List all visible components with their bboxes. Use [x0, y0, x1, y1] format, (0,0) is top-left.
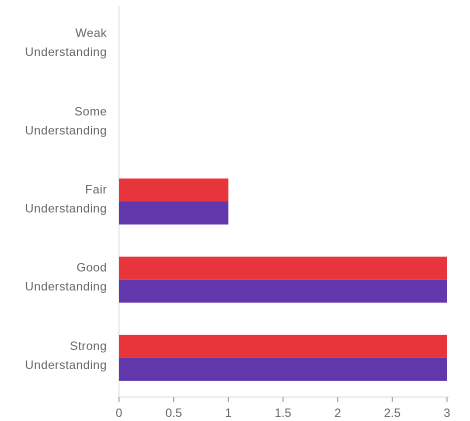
category-label-0: Weak Understanding	[25, 26, 108, 59]
bar-series0-cat4	[119, 334, 447, 358]
x-tick-label: 2	[334, 406, 341, 420]
category-label-line: Understanding	[25, 202, 107, 216]
bar-series1-cat4	[119, 357, 447, 381]
x-tick-label: 2.5	[384, 406, 401, 420]
x-tick-label: 3	[444, 406, 451, 420]
category-label-1: Some Understanding	[25, 104, 107, 137]
bar-series1-cat3	[119, 279, 447, 303]
category-label-line: Fair	[85, 183, 107, 197]
category-label-line: Understanding	[25, 123, 107, 137]
bar-series1-cat2	[119, 201, 229, 225]
category-label-line: Understanding	[25, 358, 107, 372]
category-label-3: Good Understanding	[25, 261, 107, 294]
category-label-line: Strong	[70, 339, 107, 353]
x-tick-label: 0	[116, 406, 123, 420]
x-tick-label: 1	[225, 406, 232, 420]
category-label-line: Weak	[75, 26, 107, 40]
bar-series0-cat3	[119, 256, 447, 280]
category-label-line: Good	[76, 261, 107, 275]
category-label-2: Fair Understanding	[25, 183, 107, 216]
category-label-4: Strong Understanding	[25, 339, 107, 372]
category-label-line: Understanding	[25, 45, 107, 59]
bar-series0-cat2	[119, 178, 229, 202]
category-label-line: Some	[74, 104, 107, 118]
x-tick-label: 1.5	[275, 406, 292, 420]
x-tick-label: 0.5	[165, 406, 182, 420]
category-label-line: Understanding	[25, 280, 107, 294]
